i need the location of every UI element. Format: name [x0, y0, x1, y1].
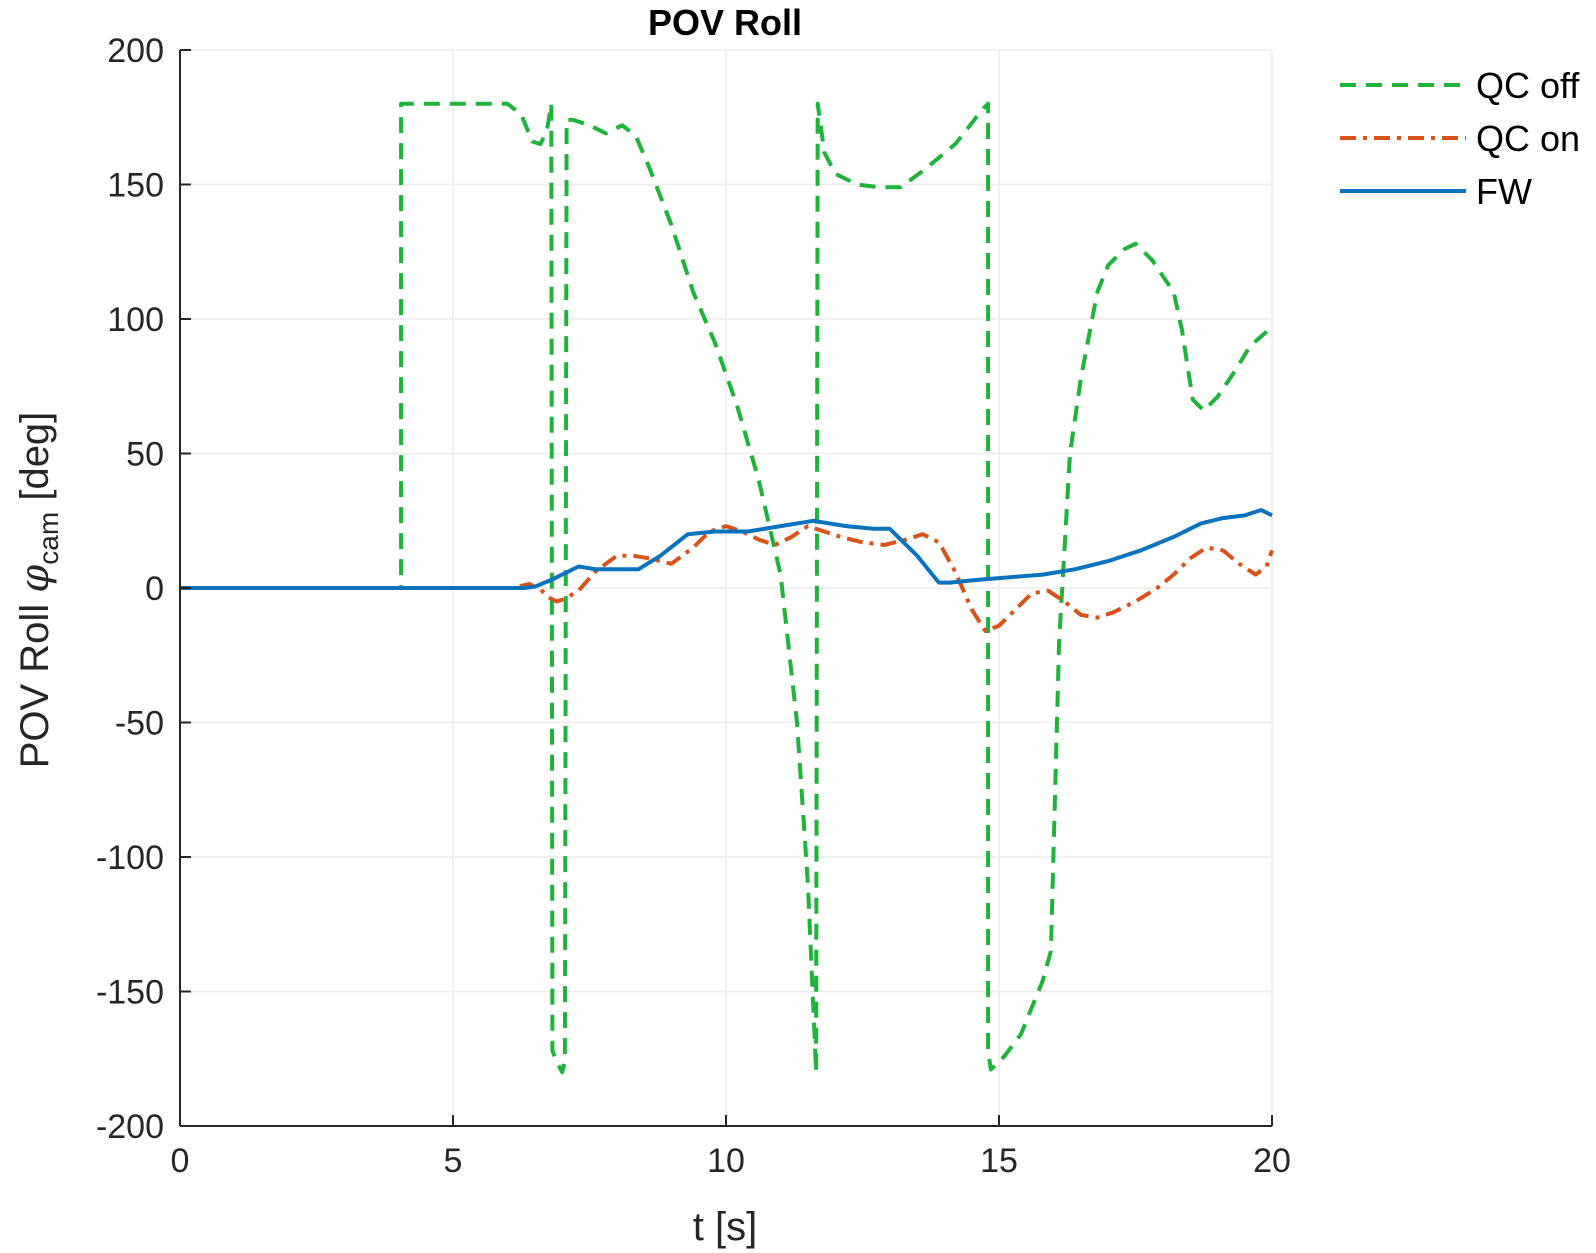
- x-tick-label: 20: [1253, 1142, 1291, 1180]
- y-axis-label-suffix: [deg]: [13, 412, 57, 512]
- y-axis-label-subscript: cam: [33, 512, 64, 565]
- y-tick-label: 150: [107, 167, 164, 205]
- y-tick-label: -200: [96, 1108, 164, 1146]
- axes: [179, 49, 1273, 1127]
- y-axis-label-symbol: φ: [12, 565, 58, 593]
- x-axis-label: t [s]: [693, 1205, 757, 1249]
- y-tick-label: 200: [107, 32, 164, 70]
- tick-labels: 0 5 10 15 20 200 150 100 50 0 -50 -100 -150 -200: [96, 32, 1291, 1180]
- legend-label-qc-on: QC on: [1476, 118, 1580, 159]
- y-tick-label: -50: [115, 705, 164, 743]
- y-tick-label: 50: [126, 436, 164, 474]
- x-tick-label: 10: [707, 1142, 745, 1180]
- y-tick-label: 0: [145, 570, 164, 608]
- x-tick-label: 0: [171, 1142, 190, 1180]
- y-tick-label: -100: [96, 839, 164, 877]
- series-line-fw: [180, 508, 1273, 590]
- y-tick-label: 100: [107, 301, 164, 339]
- y-axis-label-prefix: POV Roll: [13, 593, 57, 769]
- series-line-qc-on: [180, 524, 1274, 633]
- grid-lines: [180, 49, 1273, 1126]
- legend: QC off QC on FW: [1340, 65, 1580, 212]
- x-tick-label: 5: [444, 1142, 463, 1180]
- y-axis-label: POV Roll φcam [deg]: [12, 412, 64, 769]
- series-lines: [180, 101, 1274, 1075]
- legend-label-qc-off: QC off: [1476, 65, 1580, 106]
- y-tick-label: -150: [96, 974, 164, 1012]
- x-tick-label: 15: [980, 1142, 1018, 1180]
- series-line-qc-off: [180, 101, 1274, 1075]
- legend-label-fw: FW: [1476, 171, 1532, 212]
- chart-title: POV Roll: [648, 2, 802, 43]
